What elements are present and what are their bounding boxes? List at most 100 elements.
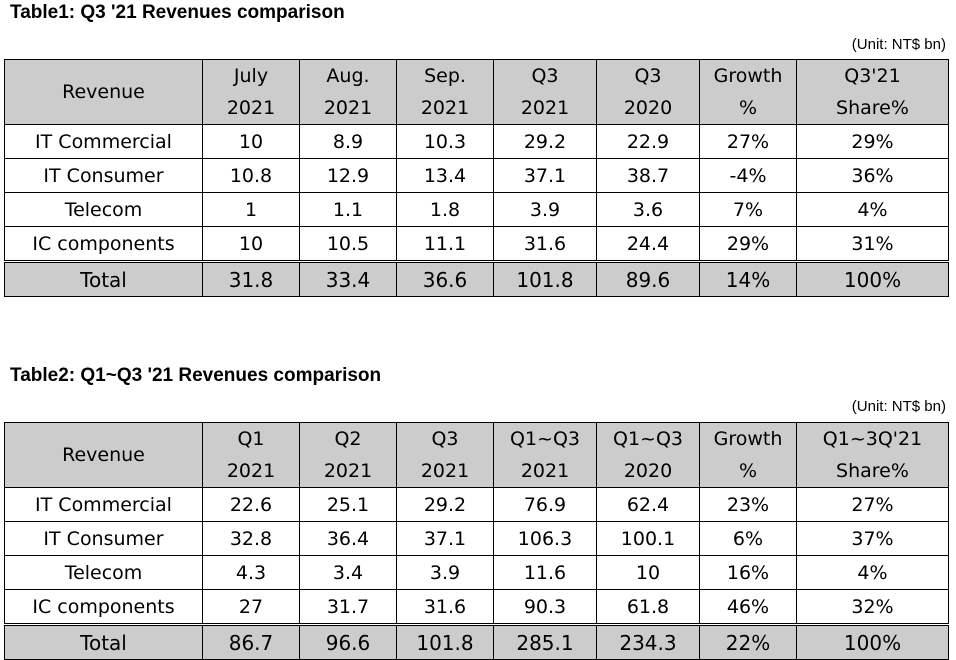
table-cell: 31.6 — [396, 589, 494, 625]
table-cell: 11.1 — [396, 226, 494, 262]
table1-col-header: Q3 2020 — [596, 59, 700, 125]
table-cell: 90.3 — [493, 589, 597, 625]
table-cell: 36.6 — [396, 260, 494, 297]
table-cell: 31.8 — [202, 260, 300, 297]
table-cell: 86.7 — [202, 623, 300, 660]
table-row: Telecom 4.3 3.4 3.9 11.6 10 16% 4% — [4, 555, 949, 590]
table-cell: 22.9 — [596, 124, 700, 159]
table2-col-header: Q2 2021 — [299, 422, 397, 488]
table-cell: 1 — [202, 192, 300, 227]
table-cell: 36% — [796, 158, 949, 193]
row-label: IC components — [4, 589, 203, 625]
table-cell: 7% — [699, 192, 797, 227]
table-cell: 23% — [699, 487, 797, 522]
table1-col-header: Q3 2021 — [493, 59, 597, 125]
table1-header-row: Revenue July 2021 Aug. 2021 Sep. 2021 Q3 202… — [4, 59, 949, 125]
table-cell: 27% — [699, 124, 797, 159]
table-cell: 16% — [699, 555, 797, 590]
row-label: IT Commercial — [4, 487, 203, 522]
table-cell: 37.1 — [396, 521, 494, 556]
table-cell: 14% — [699, 260, 797, 297]
table2-col-header: Q1~Q3 2020 — [596, 422, 700, 488]
table-cell: 11.6 — [493, 555, 597, 590]
table-cell: 4% — [796, 192, 949, 227]
row-label: IC components — [4, 226, 203, 262]
table-cell: 27% — [796, 487, 949, 522]
table-cell: 31.7 — [299, 589, 397, 625]
row-label: Total — [4, 260, 203, 297]
table-cell: 3.6 — [596, 192, 700, 227]
table-cell: 37% — [796, 521, 949, 556]
row-label: Telecom — [4, 555, 203, 590]
table1-col-header: Growth% — [699, 59, 797, 125]
table-cell: 29.2 — [396, 487, 494, 522]
table2-col-header: Q1 2021 — [202, 422, 300, 488]
table-cell: 27 — [202, 589, 300, 625]
table2-col-header: Q1~Q3 2021 — [493, 422, 597, 488]
table-row: IC components 10 10.5 11.1 31.6 24.4 29%… — [4, 226, 949, 262]
table-cell: 25.1 — [299, 487, 397, 522]
table1-caption: Table1: Q3 '21 Revenues comparison — [10, 2, 345, 23]
table-cell: 29% — [796, 124, 949, 159]
table1-col-header: Aug. 2021 — [299, 59, 397, 125]
table2: Revenue Q1 2021 Q2 2021 Q3 2021 Q1~Q3 2021 Q… — [4, 422, 949, 660]
table-cell: 22% — [699, 623, 797, 660]
table-cell: 76.9 — [493, 487, 597, 522]
table-cell: -4% — [699, 158, 797, 193]
table-cell: 37.1 — [493, 158, 597, 193]
table-cell: 234.3 — [596, 623, 700, 660]
table-cell: 36.4 — [299, 521, 397, 556]
table-cell: 1.8 — [396, 192, 494, 227]
table2-header-row: Revenue Q1 2021 Q2 2021 Q3 2021 Q1~Q3 2021 Q… — [4, 422, 949, 488]
table1-col-header: July 2021 — [202, 59, 300, 125]
table-cell: 101.8 — [396, 623, 494, 660]
table-cell: 3.4 — [299, 555, 397, 590]
table1-col-header: Q3'21 Share% — [796, 59, 949, 125]
table-cell: 61.8 — [596, 589, 700, 625]
table-cell: 29% — [699, 226, 797, 262]
table1-col-header: Sep. 2021 — [396, 59, 494, 125]
table-cell: 10 — [596, 555, 700, 590]
table-cell: 10.3 — [396, 124, 494, 159]
table-cell: 10 — [202, 124, 300, 159]
row-label: IT Consumer — [4, 158, 203, 193]
table-cell: 10.5 — [299, 226, 397, 262]
table-cell: 32.8 — [202, 521, 300, 556]
table-cell: 12.9 — [299, 158, 397, 193]
table-cell: 31% — [796, 226, 949, 262]
table-row: Telecom 1 1.1 1.8 3.9 3.6 7% 4% — [4, 192, 949, 227]
table-cell: 101.8 — [493, 260, 597, 297]
table-cell: 24.4 — [596, 226, 700, 262]
table-cell: 38.7 — [596, 158, 700, 193]
table2-col-header: Growth% — [699, 422, 797, 488]
table-cell: 3.9 — [493, 192, 597, 227]
table-cell: 33.4 — [299, 260, 397, 297]
table2-col-header: Q1~3Q'21 Share% — [796, 422, 949, 488]
table-cell: 100% — [796, 260, 949, 297]
table-cell: 29.2 — [493, 124, 597, 159]
table-cell: 106.3 — [493, 521, 597, 556]
table-cell: 96.6 — [299, 623, 397, 660]
row-label: Total — [4, 623, 203, 660]
table-cell: 22.6 — [202, 487, 300, 522]
table-row: IC components 27 31.7 31.6 90.3 61.8 46%… — [4, 589, 949, 625]
table-row: IT Consumer 32.8 36.4 37.1 106.3 100.1 6… — [4, 521, 949, 556]
table-cell: 10 — [202, 226, 300, 262]
table2-row-header: Revenue — [4, 422, 203, 488]
table-cell: 31.6 — [493, 226, 597, 262]
table-row: IT Consumer 10.8 12.9 13.4 37.1 38.7 -4%… — [4, 158, 949, 193]
table-cell: 8.9 — [299, 124, 397, 159]
table-cell: 4.3 — [202, 555, 300, 590]
row-label: IT Commercial — [4, 124, 203, 159]
table-total-row: Total 86.7 96.6 101.8 285.1 234.3 22% 10… — [4, 623, 949, 660]
table2-col-header: Q3 2021 — [396, 422, 494, 488]
table-cell: 46% — [699, 589, 797, 625]
table2-unit-note: (Unit: NT$ bn) — [851, 398, 946, 415]
table-cell: 285.1 — [493, 623, 597, 660]
row-label: IT Consumer — [4, 521, 203, 556]
table-total-row: Total 31.8 33.4 36.6 101.8 89.6 14% 100% — [4, 260, 949, 297]
table2-caption: Table2: Q1~Q3 '21 Revenues comparison — [10, 365, 382, 386]
table-cell: 13.4 — [396, 158, 494, 193]
table-cell: 3.9 — [396, 555, 494, 590]
table-cell: 4% — [796, 555, 949, 590]
